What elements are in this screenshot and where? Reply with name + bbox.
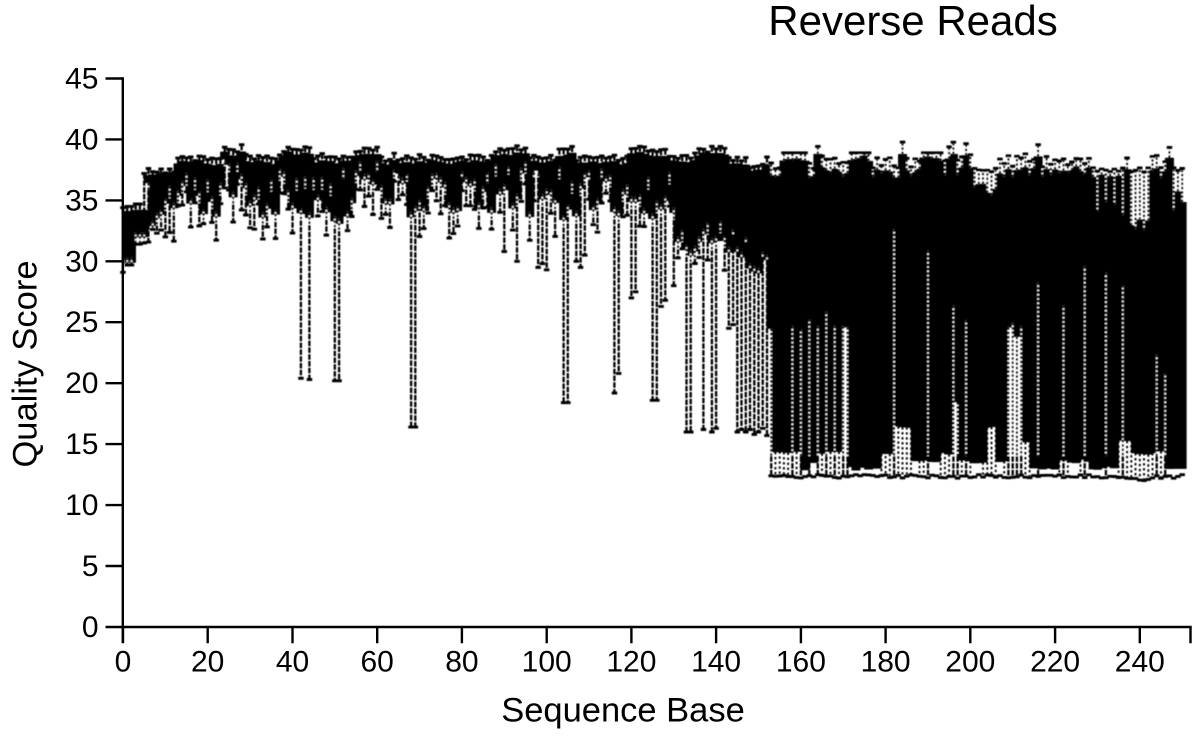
svg-text:45: 45: [65, 63, 98, 96]
svg-text:Quality Score: Quality Score: [7, 260, 45, 467]
svg-text:5: 5: [82, 550, 99, 583]
svg-text:30: 30: [65, 245, 98, 278]
svg-text:80: 80: [445, 646, 478, 679]
svg-text:140: 140: [691, 646, 741, 679]
svg-text:0: 0: [82, 611, 99, 644]
svg-text:Sequence Base: Sequence Base: [501, 692, 745, 730]
svg-text:20: 20: [191, 646, 224, 679]
svg-text:240: 240: [1115, 646, 1165, 679]
svg-text:160: 160: [776, 646, 826, 679]
svg-text:200: 200: [945, 646, 995, 679]
svg-text:40: 40: [65, 123, 98, 156]
svg-text:180: 180: [861, 646, 911, 679]
svg-text:0: 0: [115, 646, 132, 679]
svg-text:15: 15: [65, 428, 98, 461]
svg-text:Reverse Reads: Reverse Reads: [768, 0, 1057, 44]
svg-text:20: 20: [65, 367, 98, 400]
svg-text:220: 220: [1030, 646, 1080, 679]
svg-text:40: 40: [276, 646, 309, 679]
svg-text:10: 10: [65, 489, 98, 522]
svg-text:120: 120: [606, 646, 656, 679]
svg-text:25: 25: [65, 306, 98, 339]
svg-text:60: 60: [361, 646, 394, 679]
svg-text:100: 100: [522, 646, 572, 679]
svg-text:35: 35: [65, 184, 98, 217]
